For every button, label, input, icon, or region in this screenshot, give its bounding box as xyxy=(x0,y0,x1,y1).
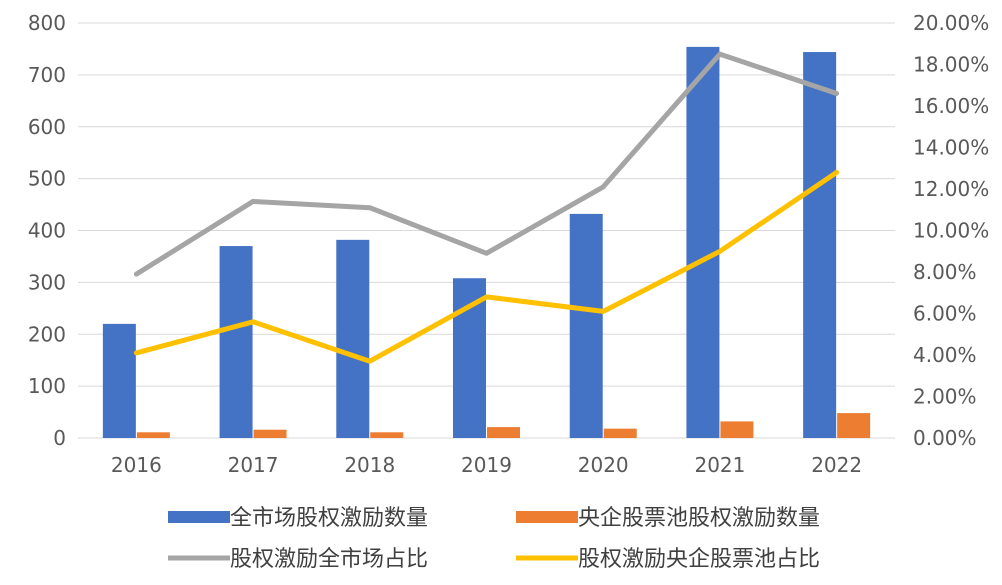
soe-bar xyxy=(837,413,871,438)
legend-swatch xyxy=(516,511,578,523)
left-axis-ticks: 0 100 200 300 400 500 600 700 800 xyxy=(28,11,66,450)
right-axis-tick-label: 14.00% xyxy=(913,136,989,160)
right-axis-tick-label: 2.00% xyxy=(913,385,977,409)
soe-bar xyxy=(370,432,404,438)
market-bar xyxy=(102,323,136,438)
left-axis-tick-label: 200 xyxy=(28,322,66,346)
line-series xyxy=(133,51,840,364)
gridlines xyxy=(78,22,895,439)
left-axis-tick-label: 100 xyxy=(28,374,66,398)
x-axis-tick-label: 2018 xyxy=(344,453,395,477)
market-bar xyxy=(219,246,253,438)
right-axis-tick-label: 18.00% xyxy=(913,53,989,77)
legend-label: 股权激励央企股票池占比 xyxy=(578,547,820,572)
soe-bar xyxy=(603,428,637,438)
market-bar xyxy=(336,239,370,438)
x-axis-tick-label: 2016 xyxy=(111,453,162,477)
soe-bar xyxy=(253,429,287,438)
soe-ratio-line xyxy=(133,169,840,364)
soe-bar xyxy=(487,427,520,438)
right-axis-tick-label: 0.00% xyxy=(913,426,977,450)
market-bar xyxy=(803,52,837,439)
x-axis-tick-label: 2021 xyxy=(694,453,745,477)
x-axis-tick-label: 2022 xyxy=(811,453,862,477)
market-bar xyxy=(686,46,720,439)
left-axis-tick-label: 500 xyxy=(28,167,66,191)
left-axis-tick-label: 800 xyxy=(28,11,66,35)
right-axis-tick-label: 20.00% xyxy=(913,11,989,35)
right-axis-tick-label: 10.00% xyxy=(913,219,989,243)
right-axis-tick-label: 4.00% xyxy=(913,343,977,367)
soe-bar xyxy=(720,421,754,438)
left-axis-tick-label: 400 xyxy=(28,219,66,243)
left-axis-tick-label: 600 xyxy=(28,115,66,139)
left-axis-tick-label: 0 xyxy=(53,426,66,450)
legend-label: 股权激励全市场占比 xyxy=(230,547,428,572)
left-axis-tick-label: 300 xyxy=(28,270,66,294)
right-axis-tick-label: 8.00% xyxy=(913,260,977,284)
market-ratio-line xyxy=(133,51,840,277)
x-axis-tick-label: 2017 xyxy=(228,453,279,477)
right-axis-tick-label: 12.00% xyxy=(913,177,989,201)
right-axis-tick-label: 6.00% xyxy=(913,302,977,326)
market-bar xyxy=(569,213,603,438)
x-axis-ticks: 2016 2017 2018 2019 2020 2021 2022 xyxy=(111,453,862,477)
right-axis-ticks: 0.00% 2.00% 4.00% 6.00% 8.00% 10.00% 12.00% 14.… xyxy=(913,11,989,450)
x-axis-tick-label: 2019 xyxy=(461,453,512,477)
right-axis-tick-label: 16.00% xyxy=(913,94,989,118)
legend-label: 全市场股权激励数量 xyxy=(230,506,428,531)
x-axis-tick-label: 2020 xyxy=(578,453,629,477)
soe-bar xyxy=(136,432,170,438)
legend-label: 央企股票池股权激励数量 xyxy=(578,506,820,531)
left-axis-tick-label: 700 xyxy=(28,63,66,87)
bar-series xyxy=(102,46,871,439)
legend-swatch xyxy=(168,511,230,523)
